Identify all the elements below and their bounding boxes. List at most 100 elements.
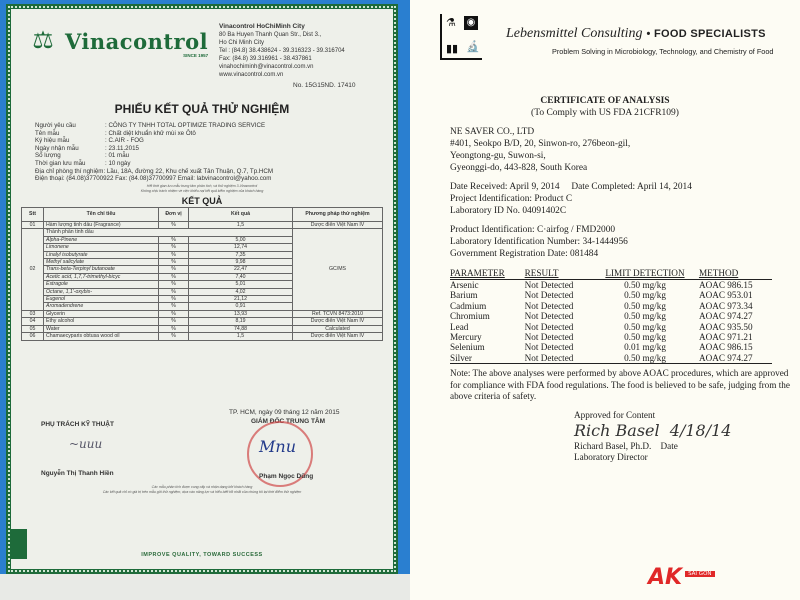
left-photo-background: ⚖ Vinacontrol SINCE 1957 Vinacontrol HoC…: [0, 0, 410, 600]
table-cell: 74,88: [188, 324, 293, 334]
table-row: Selenium Not Detected 0.01 mg/kg AOAC 986.1…: [450, 342, 772, 352]
table-cell: 8,19: [188, 317, 293, 326]
table-cell: Limonene: [43, 243, 159, 252]
table-row: 01 Hàm lượng tinh dầu (Fragrance)% 1,5 Dược…: [21, 220, 383, 230]
table-cell: Lead: [450, 321, 469, 332]
info-value: : 01 mẫu: [105, 152, 130, 160]
certificate-number: No. 15G15ND. 17410: [293, 82, 356, 89]
table-row: Estragole% 5,01: [22, 280, 383, 289]
tagline: • FOOD SPECIALISTS: [646, 28, 766, 40]
table-cell: 0.50 mg/kg: [624, 321, 666, 332]
signer-title: Laboratory Director: [574, 452, 648, 462]
motto: IMPROVE QUALITY, TOWARD SUCCESS: [141, 552, 263, 558]
table-row: Arsenic Not Detected 0.50 mg/kg AOAC 986.15: [450, 280, 772, 291]
table-cell: Acetic acid, 1,7,7-trimethyl-bicyc: [43, 272, 159, 282]
table-cell: 21,12: [188, 295, 293, 304]
table-cell: 5,00: [188, 235, 293, 245]
product-id: Product Identification: C·airfog / FMD20…: [450, 225, 616, 235]
table-row: Eugenol% 21,12: [22, 295, 383, 304]
client-line: #401, Seokpo B/D, 20, Sinwon-ro, 276beon…: [450, 139, 631, 149]
microscope-icon: 🔬: [466, 41, 480, 53]
address-line: vinahochiminh@vinacontrol.com.vn: [219, 64, 314, 70]
info-label: Tên mẫu: [35, 129, 60, 137]
lab-phone: Điện thoại: (84.08)37700922 Fax: (84.08)…: [35, 175, 272, 183]
footer-note: Các mẫu phân tích được cung cấp và nhận …: [151, 485, 253, 489]
table-cell: Dược điển Việt Nam IV: [292, 317, 383, 326]
analysis-table: PARAMETER RESULT LIMIT DETECTION METHOD Arse…: [450, 267, 772, 365]
info-value: : 23.11.2015: [105, 144, 139, 152]
gov-registration: Government Registration Date: 081484: [450, 249, 599, 259]
table-cell: 02: [21, 228, 44, 311]
lab-logo: ◉ ⚗ ▮▮ 🔬: [440, 14, 482, 60]
info-row: Ngày nhận mẫu: 23.11.2015: [35, 145, 273, 153]
table-row: Acetic acid, 1,7,7-trimethyl-bicyc% 7,40: [22, 272, 383, 282]
table-row: Linalyl isobutyrate% 7,35: [22, 250, 383, 260]
table-cell: Silver: [450, 352, 525, 365]
table-cell: %: [158, 265, 189, 274]
signer-name: Richard Basel, Ph.D.: [574, 441, 652, 451]
table-row: Chromium Not Detected 0.50 mg/kg AOAC 974.2…: [450, 311, 772, 321]
lab-address: Địa chỉ phòng thí nghiệm: Lầu, 18A, đườn…: [35, 167, 273, 175]
table-row: Octane, 1,1'-oxybis-% 4,02: [22, 287, 383, 297]
tech-signature: ~uuu: [69, 437, 103, 451]
results-heading: KẾT QUẢ: [181, 196, 223, 206]
table-cell: Ref. TCVN 8473:2010: [292, 309, 383, 319]
table-cell: 5,01: [188, 280, 293, 289]
table-cell: AOAC 971.21: [698, 332, 753, 343]
info-row: Số lượng : 01 mẫu: [35, 152, 273, 160]
column-header: Stt: [21, 207, 44, 222]
table-cell: Alpha-Pinene: [43, 235, 159, 245]
address-line: 80 Ba Huyen Thanh Quan Str., Dist 3.,: [219, 32, 322, 38]
date-line: TP. HCM, ngày 09 tháng 12 năm 2015: [229, 409, 340, 416]
table-cell: Methyl salicylate: [43, 258, 159, 267]
document-title: PHIẾU KẾT QUẢ THỬ NGHIỆM: [114, 102, 290, 116]
table-cell: Not Detected: [524, 332, 574, 343]
table-cell: %: [158, 295, 189, 304]
client-line: NE SAVER CO., LTD: [450, 127, 535, 137]
date-completed: Date Completed: April 14, 2014: [571, 182, 692, 192]
info-label: Số lượng: [35, 152, 61, 160]
letterhead-subtitle: Problem Solving in Microbiology, Technol…: [552, 47, 774, 56]
table-cell: 05: [21, 324, 44, 334]
table-cell: %: [158, 272, 189, 282]
ak-logo: AK: [648, 565, 683, 590]
address-line: Fax: (84.8) 39.316961 - 38.437861: [219, 56, 312, 62]
table-cell: 1,5: [188, 220, 293, 230]
column-header: PARAMETER: [450, 267, 525, 280]
table-cell: Glycerin: [43, 309, 159, 319]
table-cell: 12,74: [188, 243, 293, 252]
certificate-title: CERTIFICATE OF ANALYSIS: [540, 96, 670, 106]
info-row: Người yêu cầu: CÔNG TY TNHH TOTAL OPTIMI…: [35, 122, 273, 130]
table-row: 04 Ethy alcohol% 8,19 Dược điển Việt Nam IV: [21, 317, 383, 326]
scales-icon: ⚖: [32, 27, 54, 54]
company-address: Vinacontrol HoChiMinh City 80 Ba Huyen Th…: [219, 23, 345, 79]
date-received: Date Received: April 9, 2014: [450, 182, 560, 192]
column-header: Phương pháp thử nghiệm: [292, 207, 383, 222]
official-stamp: [247, 421, 313, 487]
table-cell: 22,47: [188, 265, 293, 274]
table-cell: Aromadendrene: [43, 302, 159, 311]
table-cell: %: [158, 280, 189, 289]
table-cell: %: [158, 220, 189, 230]
table-cell: %: [158, 243, 189, 252]
column-header: Kết quả: [188, 207, 293, 222]
table-cell: 0.50 mg/kg: [624, 280, 666, 290]
table-cell: Not Detected: [524, 342, 574, 353]
tech-title: PHỤ TRÁCH KỸ THUẬT: [41, 421, 114, 428]
column-header: Tên chỉ tiêu: [43, 207, 159, 222]
director-name: Phạm Ngọc Dũng: [259, 473, 314, 480]
bottles-icon: ▮▮: [446, 43, 459, 55]
table-cell: 7,40: [188, 272, 293, 282]
table-cell: Trans-beta-Terpinyl butanoate: [43, 265, 159, 274]
tech-name: Nguyễn Thị Thanh Hiền: [41, 470, 114, 477]
table-cell: Not Detected: [524, 290, 574, 301]
table-row: Mercury Not Detected 0.50 mg/kg AOAC 971.21: [450, 332, 772, 342]
table-row: Lead Not Detected 0.50 mg/kg AOAC 935.50: [450, 322, 772, 332]
letterhead: Lebensmittel Consulting • FOOD SPECIALIS…: [506, 24, 766, 43]
table-cell: 0.01 mg/kg: [624, 342, 666, 353]
column-header: METHOD: [698, 267, 772, 280]
since-label: SINCE 1957: [183, 53, 209, 58]
table-cell: GC/MS: [292, 228, 383, 311]
note: Note: The above analyses were performed …: [450, 368, 790, 402]
info-value: : Chất diệt khuẩn khử mùi xe Ôtô: [105, 129, 196, 137]
